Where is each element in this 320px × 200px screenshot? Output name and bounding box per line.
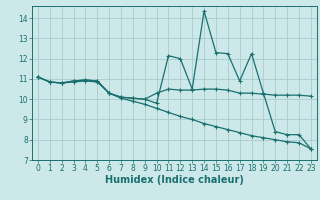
X-axis label: Humidex (Indice chaleur): Humidex (Indice chaleur) <box>105 175 244 185</box>
